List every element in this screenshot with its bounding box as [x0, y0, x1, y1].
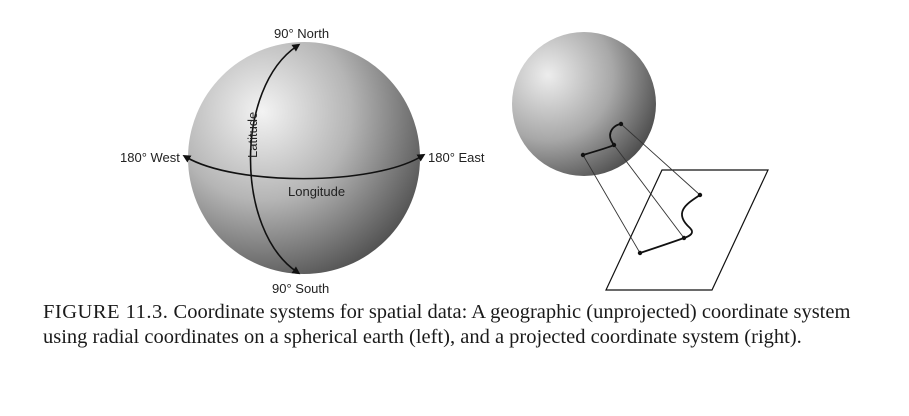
figure-diagrams: 90° North 90° South 180° West 180° East … — [120, 26, 769, 296]
north-label: 90° North — [274, 26, 329, 41]
longitude-equator — [182, 153, 426, 180]
projection-points — [580, 121, 703, 256]
latitude-label: Latitude — [245, 112, 260, 158]
projection-sphere — [512, 32, 656, 176]
projection-plane — [605, 169, 769, 291]
south-label: 90° South — [272, 281, 329, 296]
west-label: 180° West — [120, 150, 180, 165]
projected-curve — [639, 194, 701, 254]
projected-system — [512, 32, 769, 291]
longitude-label: Longitude — [288, 184, 345, 199]
globe-sphere — [188, 42, 420, 274]
east-label: 180° East — [428, 150, 485, 165]
caption-text: Coordinate systems for spatial data: A g… — [43, 301, 851, 348]
figure-caption: FIGURE 11.3. Coordinate systems for spat… — [43, 300, 873, 350]
figure-label: FIGURE 11.3. — [43, 301, 169, 323]
geographic-globe: 90° North 90° South 180° West 180° East … — [120, 26, 485, 296]
projection-lines — [582, 123, 701, 254]
